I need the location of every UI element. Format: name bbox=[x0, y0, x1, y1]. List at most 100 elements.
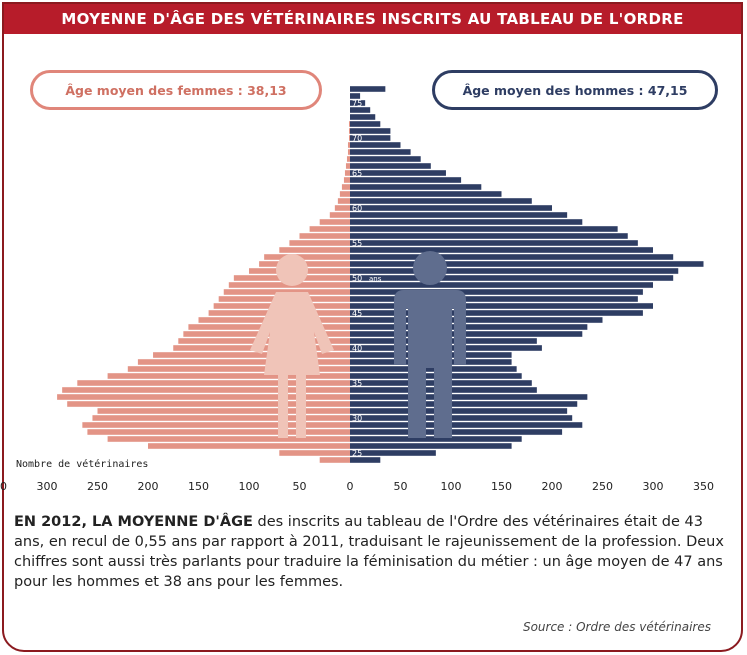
man-figure-head bbox=[413, 251, 447, 285]
age-tick-label: 75 bbox=[352, 99, 362, 108]
men-bar bbox=[350, 100, 366, 106]
women-bar bbox=[343, 177, 350, 183]
age-tick-label: 40 bbox=[352, 344, 362, 353]
men-bar bbox=[350, 163, 431, 169]
men-bar bbox=[350, 415, 573, 421]
caption-text: EN 2012, LA MOYENNE D'ÂGE des inscrits a… bbox=[14, 512, 724, 592]
women-bar bbox=[264, 254, 350, 260]
women-bar bbox=[153, 352, 350, 358]
women-bar bbox=[347, 142, 350, 148]
women-bar bbox=[82, 422, 350, 428]
women-bar bbox=[279, 247, 350, 253]
age-tick-label: 70 bbox=[352, 134, 362, 143]
women-bar bbox=[57, 394, 350, 400]
women-bar bbox=[348, 121, 350, 127]
men-bar bbox=[350, 310, 643, 316]
women-bar bbox=[348, 135, 350, 141]
men-bar bbox=[350, 268, 679, 274]
men-bar bbox=[350, 331, 583, 337]
women-bar bbox=[299, 233, 350, 239]
women-bar bbox=[107, 373, 350, 379]
age-tick-label: 55 bbox=[352, 239, 362, 248]
men-bar bbox=[350, 394, 588, 400]
caption-lead: EN 2012, LA MOYENNE D'ÂGE bbox=[14, 514, 253, 530]
x-tick-label: 200 bbox=[542, 480, 563, 493]
age-tick-label: 35 bbox=[352, 379, 362, 388]
men-bar bbox=[350, 275, 674, 281]
men-bar bbox=[350, 198, 532, 204]
men-bar bbox=[350, 128, 391, 134]
x-tick-label: 200 bbox=[138, 480, 159, 493]
women-bar bbox=[339, 191, 350, 197]
x-tick-label: 100 bbox=[441, 480, 462, 493]
men-bar bbox=[350, 366, 517, 372]
x-tick-label: 50 bbox=[394, 480, 408, 493]
x-tick-label: 300 bbox=[643, 480, 664, 493]
men-bar bbox=[350, 443, 512, 449]
x-tick-label: 150 bbox=[188, 480, 209, 493]
chart-title: MOYENNE D'ÂGE DES VÉTÉRINAIRES INSCRITS … bbox=[4, 4, 741, 34]
women-bar bbox=[77, 380, 351, 386]
x-tick-label: 50 bbox=[293, 480, 307, 493]
men-bar bbox=[350, 114, 376, 120]
men-bar bbox=[350, 317, 603, 323]
men-bar bbox=[350, 191, 502, 197]
men-bar bbox=[350, 121, 381, 127]
women-bar bbox=[319, 457, 350, 463]
women-bar bbox=[334, 205, 350, 211]
women-bar bbox=[347, 149, 350, 155]
age-tick-label: 45 bbox=[352, 309, 362, 318]
women-bar bbox=[279, 450, 350, 456]
men-bar bbox=[350, 282, 653, 288]
x-tick-label: 350 bbox=[0, 480, 7, 493]
women-bar bbox=[348, 128, 350, 134]
men-bar bbox=[350, 93, 361, 99]
women-bar bbox=[289, 240, 350, 246]
men-bar bbox=[350, 289, 643, 295]
men-bar bbox=[350, 240, 638, 246]
women-bar bbox=[67, 401, 350, 407]
women-bar bbox=[319, 219, 350, 225]
men-bar bbox=[350, 457, 381, 463]
men-bar bbox=[350, 177, 462, 183]
women-bar bbox=[345, 163, 350, 169]
woman-figure-head bbox=[276, 254, 308, 286]
women-bar bbox=[148, 443, 350, 449]
men-bar bbox=[350, 226, 618, 232]
man-figure-icon bbox=[394, 290, 466, 438]
x-tick-label: 0 bbox=[347, 480, 354, 493]
women-bar bbox=[97, 408, 350, 414]
men-bar bbox=[350, 107, 371, 113]
age-unit-label: ans bbox=[369, 275, 382, 283]
men-bar bbox=[350, 233, 628, 239]
men-bar bbox=[350, 135, 391, 141]
women-average-age-badge: Âge moyen des femmes : 38,13 bbox=[30, 70, 322, 110]
women-bar bbox=[62, 387, 351, 393]
men-bar bbox=[350, 212, 568, 218]
women-bar bbox=[346, 156, 350, 162]
woman-figure-icon bbox=[250, 292, 334, 438]
men-bar bbox=[350, 450, 436, 456]
x-tick-label: 250 bbox=[592, 480, 613, 493]
men-bar bbox=[350, 247, 653, 253]
men-bar bbox=[350, 184, 482, 190]
men-bar bbox=[350, 170, 446, 176]
women-bar bbox=[127, 366, 350, 372]
men-bar bbox=[350, 86, 386, 92]
men-bar bbox=[350, 324, 588, 330]
caption-body: des inscrits au tableau de l'Ordre des v… bbox=[14, 514, 724, 590]
x-axis-title: Nombre de vétérinaires bbox=[16, 458, 148, 470]
men-bar bbox=[350, 156, 421, 162]
men-bar bbox=[350, 205, 552, 211]
x-tick-label: 350 bbox=[693, 480, 714, 493]
age-tick-label: 25 bbox=[352, 449, 362, 458]
women-bar bbox=[107, 436, 350, 442]
men-bar bbox=[350, 422, 583, 428]
x-tick-label: 300 bbox=[37, 480, 58, 493]
age-tick-label: 50 bbox=[352, 274, 362, 283]
men-bar bbox=[350, 303, 653, 309]
women-bar bbox=[344, 170, 350, 176]
age-tick-label: 60 bbox=[352, 204, 362, 213]
x-tick-label: 150 bbox=[491, 480, 512, 493]
